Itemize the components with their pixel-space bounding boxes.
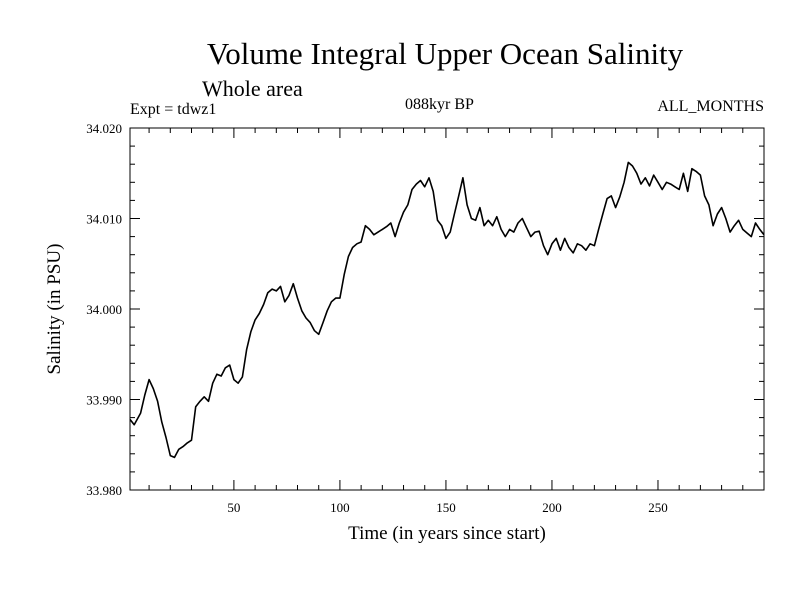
series-line xyxy=(129,161,765,459)
months-label: ALL_MONTHS xyxy=(657,98,764,115)
chart-subtitle: Whole area xyxy=(202,76,303,101)
x-tick-label: 200 xyxy=(542,500,562,515)
x-tick-label: 250 xyxy=(648,500,668,515)
x-tick-label: 50 xyxy=(227,500,240,515)
y-tick-label: 34.020 xyxy=(86,121,122,136)
axis-ticks xyxy=(130,127,764,491)
experiment-label: Expt = tdwz1 xyxy=(130,101,217,118)
y-tick-label: 33.990 xyxy=(86,393,122,408)
y-tick-label: 33.980 xyxy=(86,483,122,498)
x-tick-label: 100 xyxy=(330,500,350,515)
y-tick-label: 34.000 xyxy=(86,302,122,317)
period-label: 088kyr BP xyxy=(405,96,474,113)
chart-title: Volume Integral Upper Ocean Salinity xyxy=(206,36,684,71)
x-axis-title: Time (in years since start) xyxy=(348,523,546,544)
plot-area-frame xyxy=(129,127,765,491)
x-tick-label: 150 xyxy=(436,500,456,515)
tick-labels: 50 100 150 200 250 33.980 33.990 34.000 34.010 34… xyxy=(86,121,667,515)
y-axis-title: Salinity (in PSU) xyxy=(44,244,65,375)
y-tick-label: 34.010 xyxy=(86,212,122,227)
